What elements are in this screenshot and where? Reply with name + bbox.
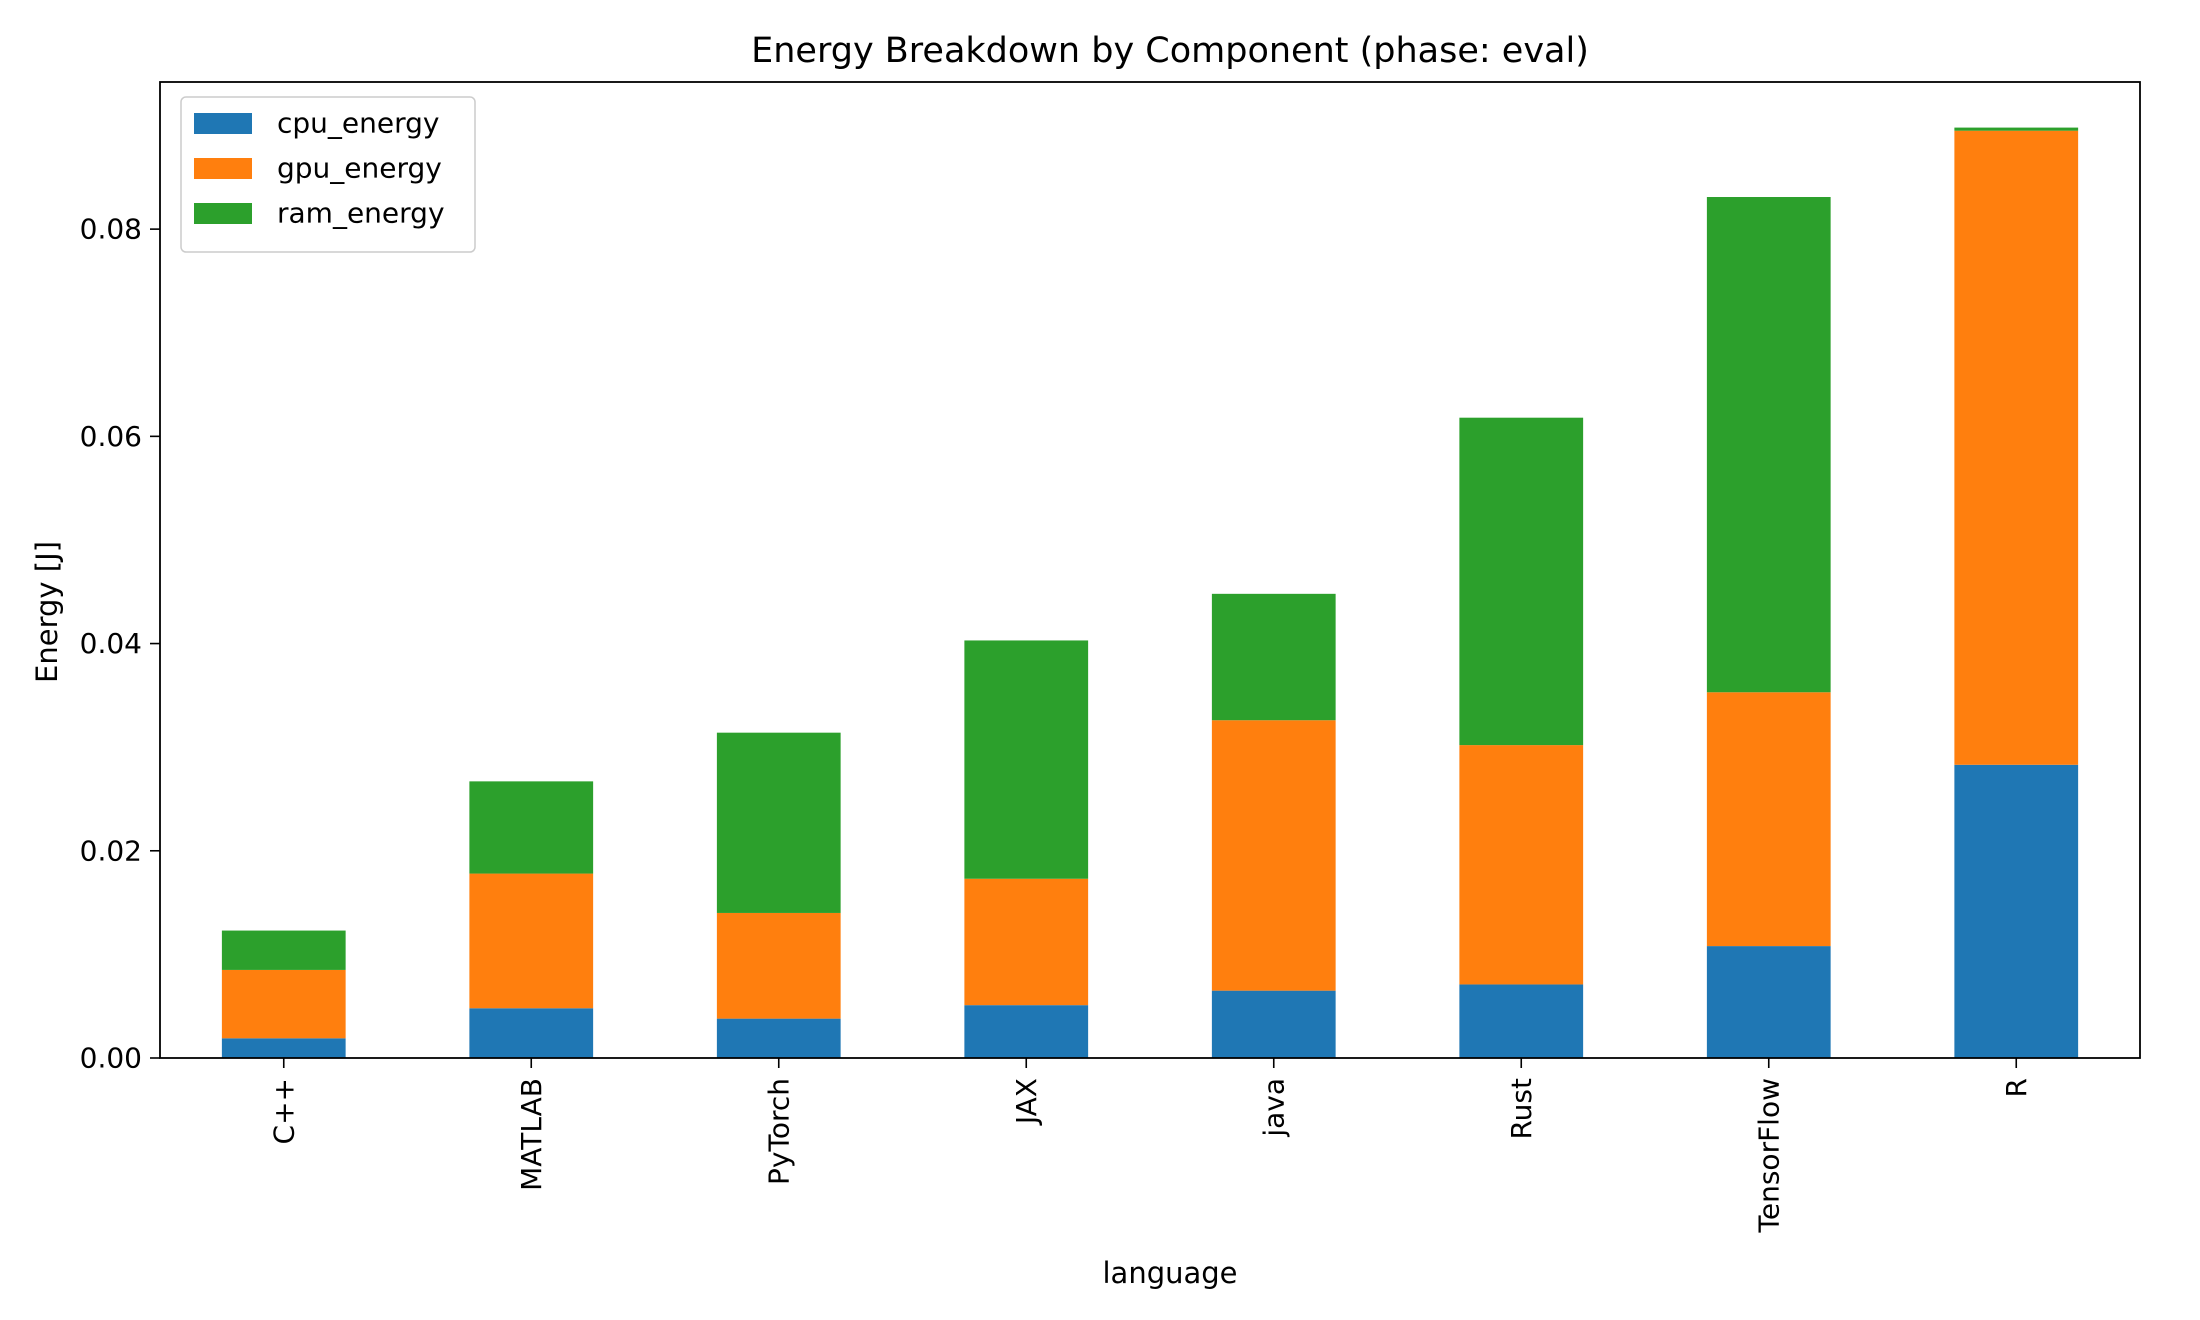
y-tick-label: 0.06 (80, 420, 142, 453)
legend-box (180, 96, 476, 253)
bar-ram_energy-JAX (964, 640, 1089, 879)
bar-gpu_energy-PyTorch (716, 912, 841, 1019)
legend-label-cpu_energy: cpu_energy (277, 107, 439, 140)
bar-cpu_energy-C++ (221, 1038, 346, 1058)
x-tick-label: JAX (1010, 1078, 1043, 1126)
bar-gpu_energy-TensorFlow (1706, 692, 1831, 947)
x-tick-label: java (1257, 1078, 1290, 1138)
axes-frame (159, 81, 2141, 1059)
bar-cpu_energy-R (1954, 764, 2079, 1058)
legend-label-ram_energy: ram_energy (277, 197, 445, 230)
x-tick-label: C++ (267, 1078, 300, 1144)
bar-cpu_energy-TensorFlow (1706, 946, 1831, 1058)
bar-ram_energy-PyTorch (716, 732, 841, 913)
y-tick-label: 0.00 (80, 1042, 142, 1075)
bar-ram_energy-Rust (1459, 417, 1584, 746)
axes: C++ MATLAB PyTorch JAX java Rust TensorFlow R 0.… (80, 81, 2141, 1233)
legend-label-gpu_energy: gpu_energy (277, 152, 442, 185)
bar-ram_energy-java (1211, 593, 1336, 721)
legend-swatch-cpu_energy (194, 113, 252, 134)
legend-swatch-ram_energy (194, 203, 252, 224)
bar-ram_energy-C++ (221, 930, 346, 970)
legend: cpu_energy gpu_energy ram_energy (180, 96, 476, 253)
y-axis-label: Energy [J] (30, 541, 64, 683)
x-tick-label: R (2000, 1078, 2033, 1097)
bar-cpu_energy-MATLAB (469, 1008, 594, 1058)
bar-ram_energy-TensorFlow (1706, 197, 1831, 693)
x-axis-label: language (1102, 1256, 1237, 1290)
bar-gpu_energy-MATLAB (469, 873, 594, 1009)
x-tick-label: TensorFlow (1752, 1078, 1785, 1233)
bar-gpu_energy-Rust (1459, 745, 1584, 985)
bar-ram_energy-R (1954, 127, 2079, 131)
y-tick-label: 0.08 (80, 213, 142, 246)
bar-gpu_energy-C++ (221, 969, 346, 1039)
bar-gpu_energy-R (1954, 130, 2079, 765)
bar-cpu_energy-JAX (964, 1005, 1089, 1058)
bar-cpu_energy-java (1211, 990, 1336, 1058)
bar-ram_energy-MATLAB (469, 781, 594, 874)
y-tick-label: 0.02 (80, 834, 142, 867)
bar-gpu_energy-JAX (964, 878, 1089, 1006)
legend-swatch-gpu_energy (194, 158, 252, 179)
y-tick-label: 0.04 (80, 627, 142, 660)
bar-gpu_energy-java (1211, 720, 1336, 991)
x-tick-label: Rust (1505, 1078, 1538, 1140)
bar-cpu_energy-Rust (1459, 984, 1584, 1058)
x-tick-label: PyTorch (762, 1078, 795, 1185)
chart-title: Energy Breakdown by Component (phase: ev… (751, 31, 1589, 71)
x-tick-label: MATLAB (515, 1078, 548, 1191)
bar-cpu_energy-PyTorch (716, 1018, 841, 1058)
plot-area (221, 127, 2079, 1058)
